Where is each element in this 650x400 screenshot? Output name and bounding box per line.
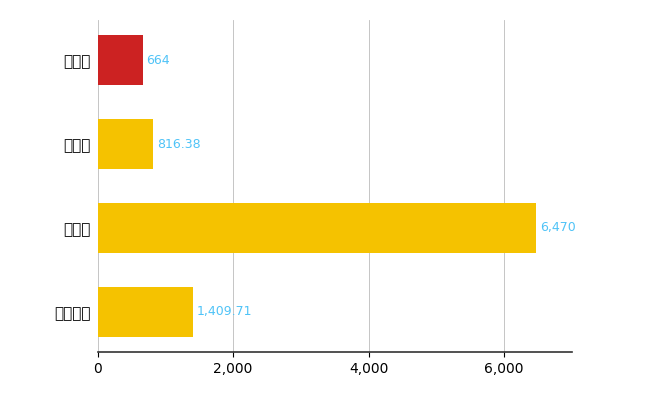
Bar (98, 35, 142, 85)
Text: 816.38: 816.38 (157, 138, 201, 150)
Text: 1,409.71: 1,409.71 (197, 305, 253, 318)
Bar (98, 119, 153, 169)
Bar (98, 203, 536, 253)
Text: 6,470: 6,470 (540, 222, 576, 234)
Bar (98, 287, 193, 337)
Text: 664: 664 (147, 54, 170, 67)
